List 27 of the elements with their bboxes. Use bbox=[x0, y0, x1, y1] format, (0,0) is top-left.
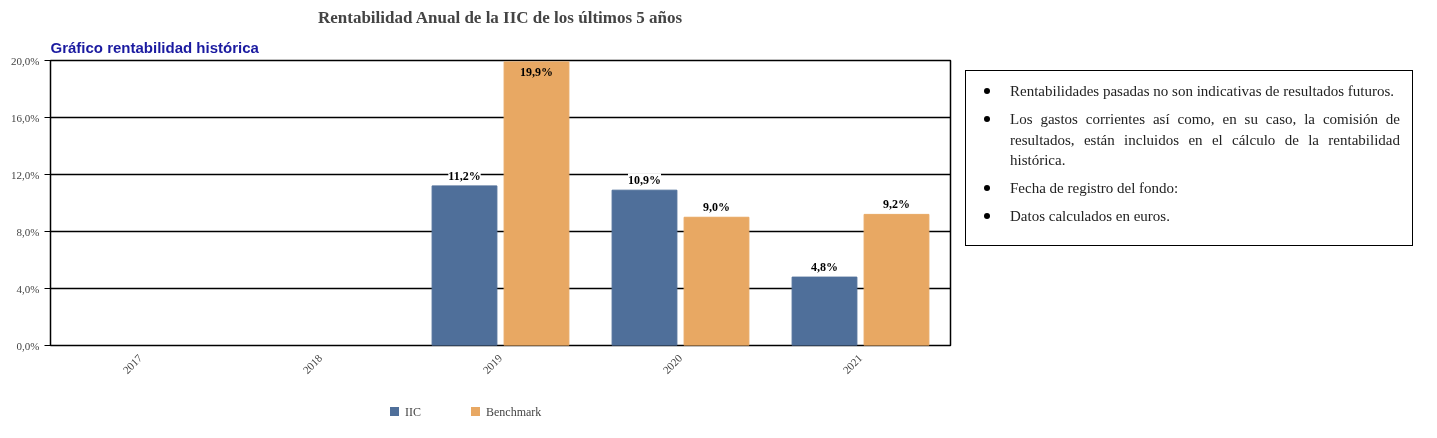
legend-label: Benchmark bbox=[485, 405, 542, 419]
y-tick-label: 8,0% bbox=[16, 225, 40, 238]
data-label: 10,9% bbox=[628, 173, 661, 188]
data-label: 9,0% bbox=[703, 200, 730, 215]
legend: IIC Benchmark bbox=[390, 405, 592, 420]
text: Rentabilidades pasadas no son indicativas de resultados futuros. bbox=[1010, 83, 1395, 99]
bar bbox=[791, 276, 858, 346]
text: Los gastos corrientes así como, en su caso, la comisión de resultados, están incluidos en el cálculo de la rentabilidad histórica. bbox=[1010, 111, 1400, 168]
data-label: 9,2% bbox=[883, 197, 910, 212]
text: Datos calculados en euros. bbox=[1010, 208, 1170, 225]
bar bbox=[683, 216, 750, 346]
y-tick-label: 0,0% bbox=[16, 339, 40, 352]
y-tick-label: 4,0% bbox=[16, 282, 40, 295]
text: Fecha de registro del fondo: bbox=[1010, 180, 1179, 196]
text: Gráfico rentabilidad histórica bbox=[50, 38, 260, 56]
y-tick-label: 20,0% bbox=[11, 54, 40, 67]
legend-label: IIC bbox=[404, 405, 421, 419]
bar bbox=[431, 185, 498, 346]
bar bbox=[611, 189, 678, 346]
chart-title: Rentabilidad Anual de la IIC de los últimos 5 años bbox=[317, 7, 683, 27]
data-label: 11,2% bbox=[448, 168, 481, 183]
bar bbox=[503, 61, 570, 346]
bar bbox=[863, 213, 930, 346]
data-label: 19,9% bbox=[520, 64, 553, 79]
y-tick-label: 16,0% bbox=[11, 111, 40, 124]
data-label: 4,8% bbox=[811, 260, 838, 275]
y-tick-label: 12,0% bbox=[11, 168, 40, 181]
